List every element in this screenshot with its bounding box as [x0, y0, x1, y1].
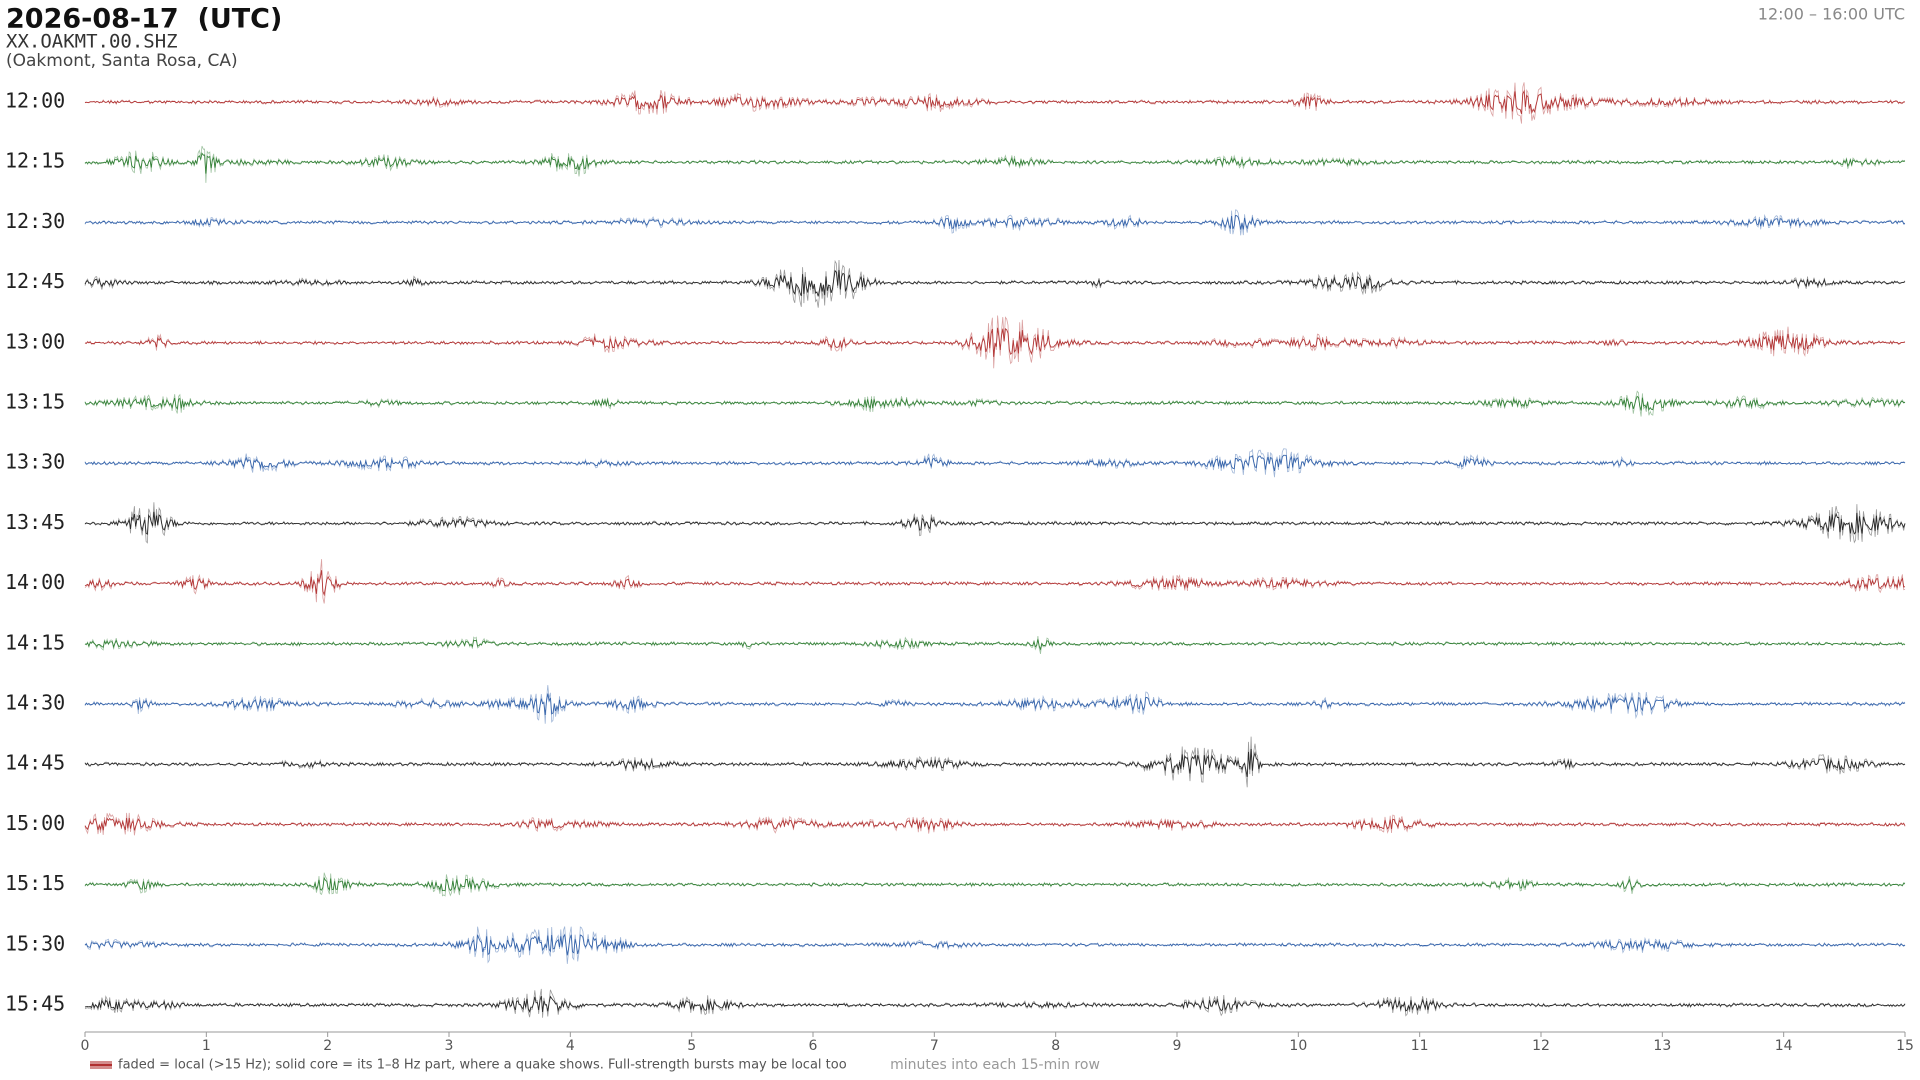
- trace-core: [84, 395, 1906, 412]
- x-tick-label: 3: [445, 1038, 454, 1054]
- row-label: 12:00: [5, 89, 65, 113]
- row-label: 15:00: [5, 811, 65, 835]
- trace-faded: [84, 315, 1906, 369]
- trace-core: [84, 748, 1906, 777]
- trace-core: [84, 876, 1906, 892]
- trace-core: [84, 152, 1906, 174]
- trace-faded: [84, 82, 1905, 124]
- trace-core: [84, 89, 1905, 115]
- row-label: 15:30: [5, 931, 65, 955]
- chart-title: 2026-08-17 (UTC): [6, 4, 282, 35]
- x-tick-label: 11: [1411, 1038, 1429, 1054]
- trace-core: [84, 511, 1906, 535]
- x-tick-label: 12: [1532, 1038, 1550, 1054]
- trace-faded: [84, 736, 1906, 788]
- x-tick-label: 0: [81, 1038, 90, 1054]
- trace-core: [84, 693, 1906, 715]
- trace-core: [84, 269, 1906, 297]
- x-tick-label: 1: [202, 1038, 211, 1054]
- trace-core: [84, 570, 1906, 597]
- x-tick-label: 15: [1896, 1038, 1914, 1054]
- row-label: 14:45: [5, 751, 65, 775]
- row-label: 13:45: [5, 510, 65, 534]
- trace-faded: [84, 988, 1906, 1018]
- row-label: 12:30: [5, 209, 65, 233]
- x-tick-label: 14: [1775, 1038, 1793, 1054]
- trace-core: [84, 995, 1906, 1014]
- station-location: (Oakmont, Santa Rosa, CA): [6, 51, 238, 71]
- x-tick-label: 8: [1051, 1038, 1060, 1054]
- row-label: 15:15: [5, 871, 65, 895]
- trace-faded: [84, 259, 1906, 308]
- x-tick-label: 2: [323, 1038, 332, 1054]
- trace-core: [84, 639, 1906, 651]
- row-label: 15:45: [5, 992, 65, 1016]
- trace-core: [84, 214, 1906, 230]
- trace-faded: [84, 502, 1906, 544]
- legend-swatch-core: [90, 1064, 112, 1066]
- row-label: 13:00: [5, 329, 65, 353]
- x-tick-label: 5: [687, 1038, 696, 1054]
- station-code: XX.OAKMT.00.SHZ: [6, 31, 178, 53]
- row-label: 13:30: [5, 450, 65, 474]
- x-tick-label: 6: [809, 1038, 818, 1054]
- row-label: 14:15: [5, 630, 65, 654]
- trace-faded: [84, 209, 1906, 236]
- x-tick-label: 7: [930, 1038, 939, 1054]
- row-label: 14:00: [5, 570, 65, 594]
- trace-core: [84, 327, 1906, 357]
- row-label: 14:30: [5, 691, 65, 715]
- legend-text: faded = local (>15 Hz); solid core = its…: [118, 1058, 847, 1073]
- x-tick-label: 10: [1289, 1038, 1307, 1054]
- trace-faded: [84, 685, 1906, 724]
- x-tick-label: 9: [1173, 1038, 1182, 1054]
- x-tick-label: 13: [1653, 1038, 1671, 1054]
- row-label: 12:45: [5, 269, 65, 293]
- x-tick-label: 4: [566, 1038, 575, 1054]
- row-label: 12:15: [5, 149, 65, 173]
- trace-core: [84, 933, 1906, 956]
- trace-core: [84, 454, 1906, 472]
- row-label: 13:15: [5, 390, 65, 414]
- trace-core: [84, 816, 1906, 831]
- trace-faded: [84, 559, 1906, 604]
- x-axis-label: minutes into each 15-min row: [890, 1057, 1100, 1073]
- time-range: 12:00 – 16:00 UTC: [1758, 5, 1905, 24]
- trace-faded: [84, 145, 1906, 183]
